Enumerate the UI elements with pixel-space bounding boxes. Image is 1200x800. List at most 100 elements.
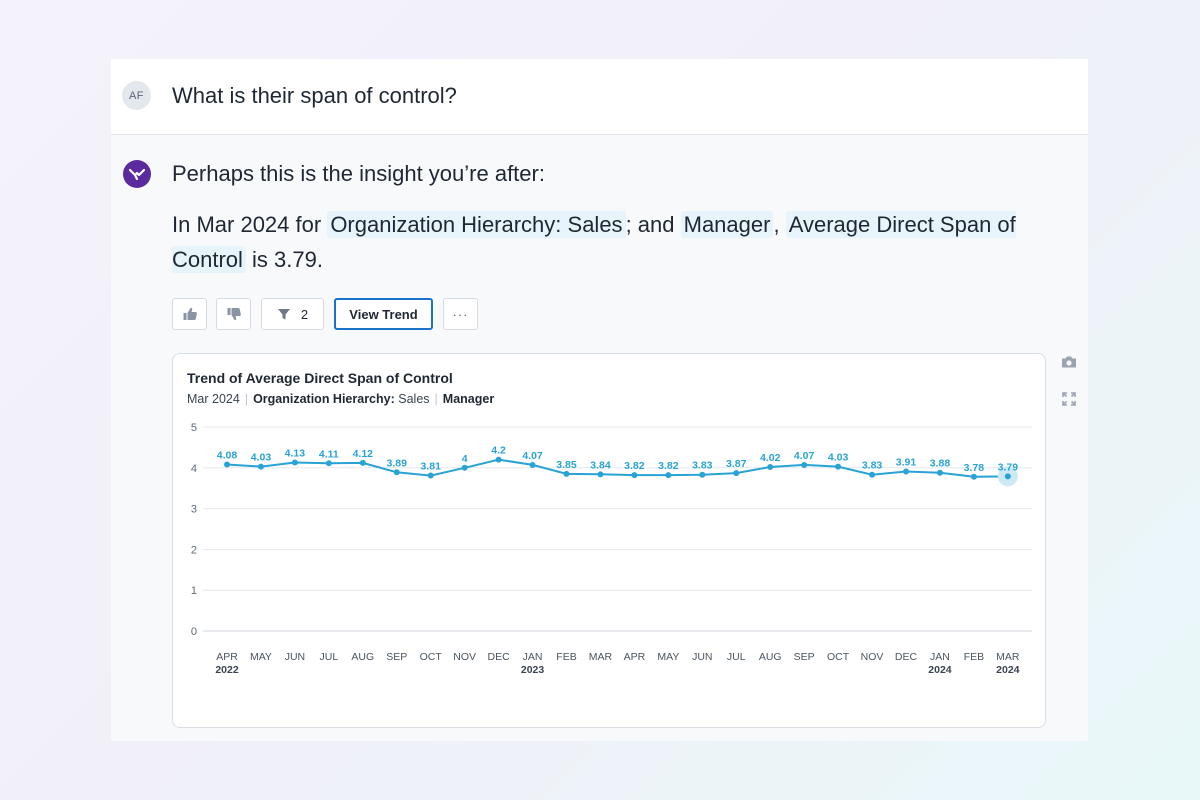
series-line — [226, 458, 1008, 478]
data-point — [563, 470, 570, 477]
divider: | — [244, 392, 249, 406]
data-label: 4.2 — [491, 445, 506, 457]
x-tick-label: OCT — [420, 651, 443, 663]
chart-period: Mar 2024 — [187, 392, 240, 406]
y-tick-label: 4 — [191, 463, 197, 475]
data-point — [936, 469, 943, 476]
chart-card: Trend of Average Direct Span of Control … — [172, 353, 1046, 728]
x-tick-label: DEC — [895, 651, 918, 663]
data-point — [767, 463, 774, 470]
answer-text: In Mar 2024 for Organization Hierarchy: … — [172, 207, 1052, 277]
data-label: 3.83 — [862, 460, 883, 472]
x-tick-label: JUL — [727, 651, 746, 663]
data-label: 3.88 — [930, 458, 951, 470]
data-point — [461, 464, 468, 471]
camera-icon[interactable] — [1060, 354, 1078, 370]
x-tick-label: FEB — [964, 651, 984, 663]
data-point — [393, 469, 400, 476]
data-point — [325, 460, 332, 467]
answer-joiner: ; and — [625, 212, 675, 237]
data-label: 4.12 — [353, 448, 374, 460]
x-tick-label: MAY — [250, 651, 272, 663]
more-options-button[interactable]: ··· — [443, 298, 478, 330]
data-label: 3.87 — [726, 458, 747, 470]
data-point — [529, 461, 536, 468]
data-label: 4.08 — [217, 450, 238, 462]
chart-subtitle: Mar 2024 | Organization Hierarchy: Sales | M… — [187, 392, 494, 406]
data-point — [835, 463, 842, 470]
data-point — [359, 459, 366, 466]
data-label: 4.07 — [794, 450, 815, 462]
x-tick-label: SEP — [794, 651, 815, 663]
x-tick-label: JAN — [523, 651, 543, 663]
y-tick-label: 5 — [191, 422, 197, 434]
filter-chip-manager[interactable]: Manager — [680, 211, 774, 238]
conversation-panel: AF What is their span of control? Perhap… — [111, 59, 1088, 741]
filter-count: 2 — [300, 306, 309, 322]
chart-side-toolbar — [1060, 354, 1078, 408]
chart-role: Manager — [442, 392, 495, 406]
assistant-logo-icon — [123, 160, 151, 188]
y-tick-label: 0 — [191, 626, 197, 638]
data-label: 3.84 — [590, 459, 611, 471]
answer-prefix: In Mar 2024 for — [172, 212, 322, 237]
x-tick-label: NOV — [453, 651, 476, 663]
answer-suffix: is 3.79. — [252, 247, 323, 272]
data-point — [733, 470, 740, 477]
data-point — [665, 472, 672, 479]
data-point — [970, 473, 977, 480]
data-label: 4.13 — [285, 447, 306, 459]
x-tick-label: AUG — [351, 651, 374, 663]
x-tick-label: OCT — [827, 651, 850, 663]
data-label: 4.03 — [828, 452, 849, 464]
data-label: 4.07 — [522, 450, 543, 462]
data-label: 4.02 — [760, 452, 781, 464]
data-point — [427, 472, 434, 479]
y-tick-label: 2 — [191, 544, 197, 556]
thumbs-down-button[interactable] — [216, 298, 251, 330]
filter-chip-org-hierarchy[interactable]: Organization Hierarchy: Sales — [327, 211, 626, 238]
data-point — [631, 472, 638, 479]
y-tick-label: 3 — [191, 504, 197, 516]
view-trend-button[interactable]: View Trend — [334, 298, 433, 330]
data-point — [597, 471, 604, 478]
data-point — [699, 471, 706, 478]
data-label: 3.82 — [624, 460, 645, 472]
x-tick-label: NOV — [861, 651, 884, 663]
thumbs-up-icon — [183, 307, 197, 320]
x-tick-label: MAY — [657, 651, 679, 663]
chart-filter-label: Organization Hierarchy: — [253, 392, 395, 406]
data-label: 3.89 — [387, 457, 408, 469]
x-tick-year: 2023 — [521, 664, 545, 676]
x-tick-label: APR — [624, 651, 646, 663]
data-label: 3.83 — [692, 460, 713, 472]
chart-filter-value: Sales — [398, 392, 430, 406]
data-label: 4.03 — [251, 452, 272, 464]
x-tick-label: JUL — [320, 651, 339, 663]
x-tick-label: SEP — [386, 651, 407, 663]
data-point — [869, 471, 876, 478]
assistant-intro: Perhaps this is the insight you’re after… — [172, 161, 545, 186]
x-tick-label: APR — [216, 651, 238, 663]
data-point — [801, 461, 808, 468]
question-text: What is their span of control? — [172, 83, 457, 108]
thumbs-down-icon — [227, 308, 241, 321]
x-tick-label: FEB — [556, 651, 576, 663]
x-tick-year: 2022 — [215, 664, 239, 676]
data-label: 3.85 — [556, 459, 577, 471]
avatar: AF — [122, 81, 151, 110]
data-point — [495, 456, 502, 463]
expand-icon[interactable] — [1060, 390, 1078, 408]
user-question-row: AF What is their span of control? — [111, 59, 1088, 135]
data-point — [224, 461, 230, 468]
x-tick-year: 2024 — [996, 664, 1020, 676]
data-point — [257, 463, 264, 470]
filter-button[interactable]: 2 — [261, 298, 324, 330]
y-tick-label: 1 — [191, 585, 197, 597]
data-label: 4 — [462, 453, 468, 465]
thumbs-up-button[interactable] — [172, 298, 207, 330]
data-label: 3.78 — [964, 462, 985, 474]
data-label: 3.91 — [896, 456, 917, 468]
data-label: 3.81 — [420, 461, 441, 473]
x-tick-label: JUN — [692, 651, 712, 663]
